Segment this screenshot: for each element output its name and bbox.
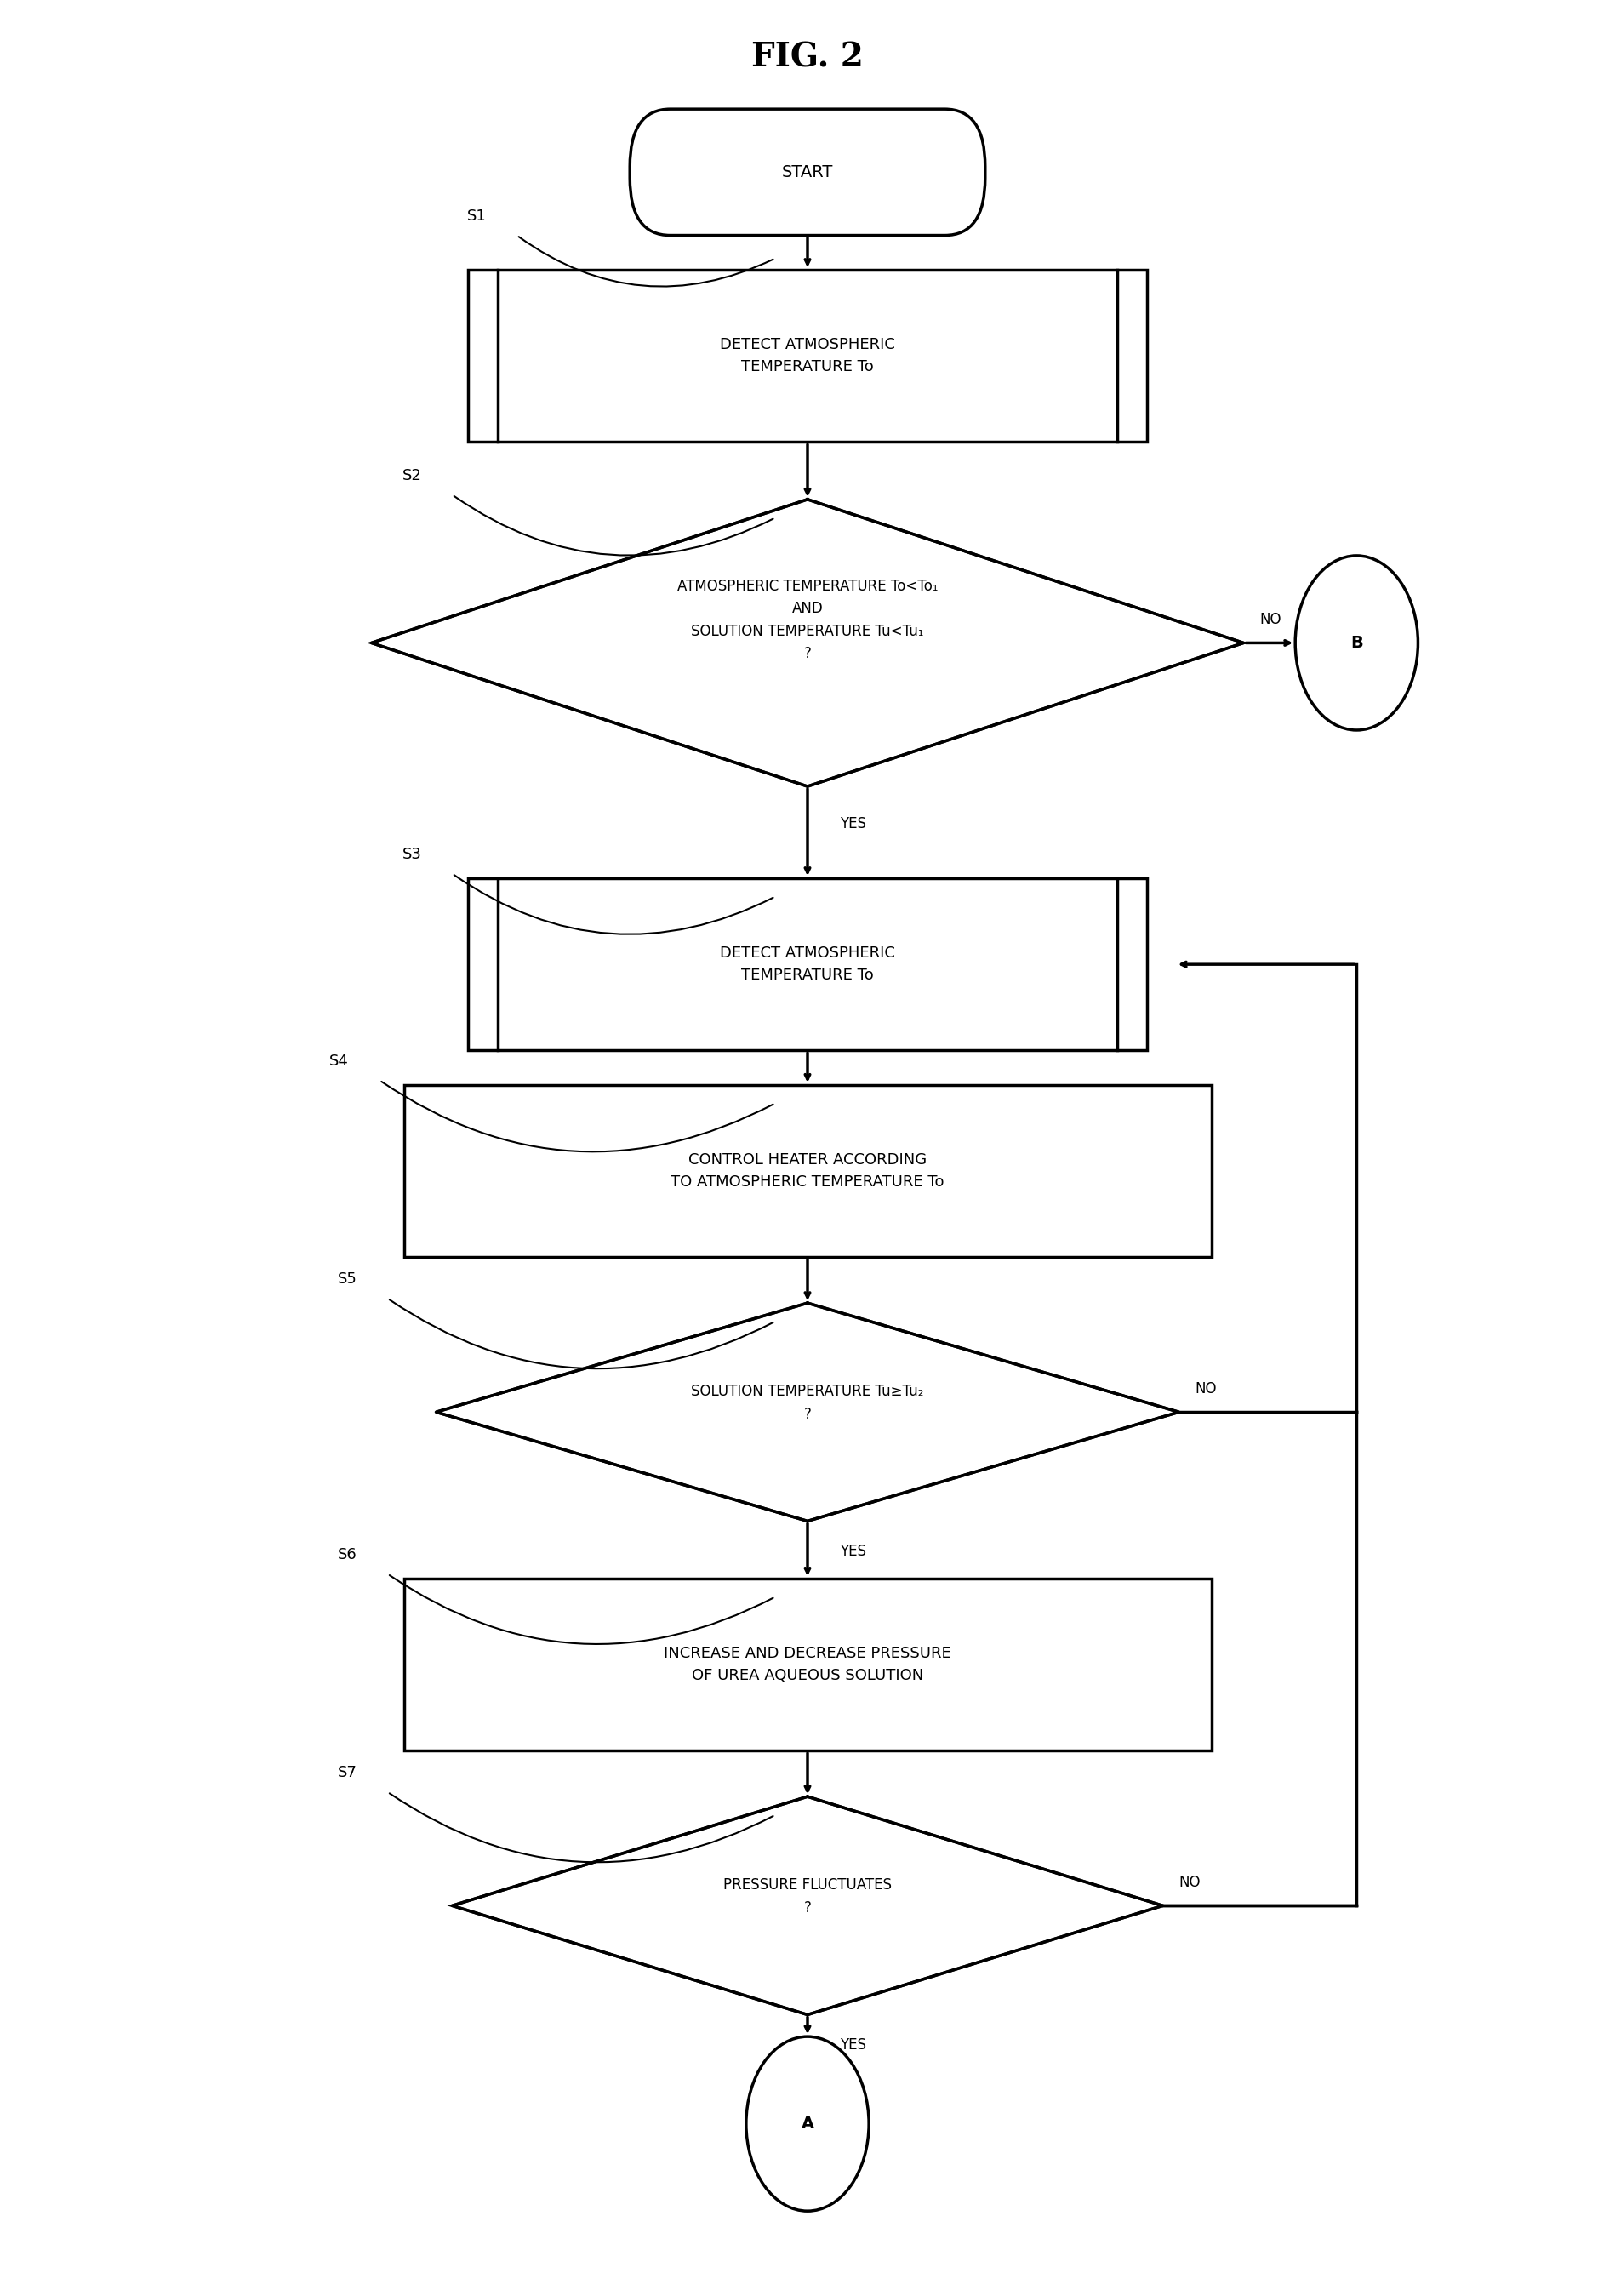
- Text: S5: S5: [338, 1272, 357, 1286]
- Text: S2: S2: [402, 468, 422, 484]
- Text: SOLUTION TEMPERATURE Tu≥Tu₂
?: SOLUTION TEMPERATURE Tu≥Tu₂ ?: [691, 1384, 924, 1421]
- FancyBboxPatch shape: [630, 108, 985, 234]
- Text: YES: YES: [840, 1543, 866, 1559]
- Text: DETECT ATMOSPHERIC
TEMPERATURE To: DETECT ATMOSPHERIC TEMPERATURE To: [720, 946, 895, 983]
- Text: YES: YES: [840, 817, 866, 831]
- Bar: [468, 271, 1147, 443]
- Bar: [404, 1580, 1211, 1750]
- Text: FIG. 2: FIG. 2: [751, 41, 864, 73]
- Text: START: START: [782, 163, 833, 181]
- Text: CONTROL HEATER ACCORDING
TO ATMOSPHERIC TEMPERATURE To: CONTROL HEATER ACCORDING TO ATMOSPHERIC …: [670, 1153, 945, 1189]
- Bar: [468, 879, 1147, 1052]
- Text: S3: S3: [402, 847, 422, 863]
- Text: NO: NO: [1195, 1382, 1216, 1396]
- Text: NO: NO: [1179, 1876, 1200, 1890]
- Text: S7: S7: [338, 1766, 357, 1782]
- Polygon shape: [436, 1304, 1179, 1520]
- Text: NO: NO: [1260, 613, 1281, 627]
- Text: A: A: [801, 2115, 814, 2133]
- Text: PRESSURE FLUCTUATES
?: PRESSURE FLUCTUATES ?: [724, 1878, 891, 1915]
- Circle shape: [746, 2037, 869, 2211]
- Text: ATMOSPHERIC TEMPERATURE To<To₁
AND
SOLUTION TEMPERATURE Tu<Tu₁
?: ATMOSPHERIC TEMPERATURE To<To₁ AND SOLUT…: [677, 579, 938, 661]
- Text: B: B: [1350, 634, 1363, 652]
- Text: S4: S4: [329, 1054, 349, 1070]
- Circle shape: [1295, 556, 1418, 730]
- Text: YES: YES: [840, 2039, 866, 2053]
- Polygon shape: [371, 501, 1244, 785]
- Text: S6: S6: [338, 1548, 357, 1564]
- Bar: [404, 1086, 1211, 1258]
- Text: INCREASE AND DECREASE PRESSURE
OF UREA AQUEOUS SOLUTION: INCREASE AND DECREASE PRESSURE OF UREA A…: [664, 1646, 951, 1683]
- Text: DETECT ATMOSPHERIC
TEMPERATURE To: DETECT ATMOSPHERIC TEMPERATURE To: [720, 338, 895, 374]
- Polygon shape: [452, 1795, 1163, 2016]
- Text: S1: S1: [467, 209, 486, 223]
